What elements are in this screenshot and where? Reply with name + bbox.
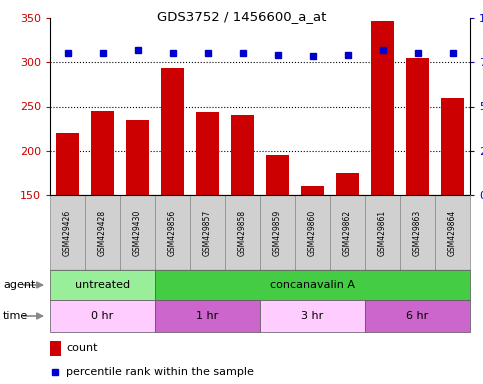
Bar: [441, 98, 464, 195]
Bar: [365, 300, 470, 332]
Bar: [190, 195, 225, 270]
Text: GSM429428: GSM429428: [98, 209, 107, 256]
Text: agent: agent: [3, 280, 35, 290]
Bar: [266, 155, 289, 195]
Bar: [91, 111, 114, 195]
Bar: [155, 195, 190, 270]
Text: GDS3752 / 1456600_a_at: GDS3752 / 1456600_a_at: [157, 10, 326, 23]
Bar: [50, 300, 155, 332]
Bar: [50, 341, 61, 356]
Text: GSM429859: GSM429859: [273, 209, 282, 256]
Text: 0 hr: 0 hr: [91, 311, 114, 321]
Text: untreated: untreated: [75, 280, 130, 290]
Bar: [330, 195, 365, 270]
Bar: [400, 195, 435, 270]
Text: concanavalin A: concanavalin A: [270, 280, 355, 290]
Text: count: count: [66, 343, 98, 354]
Text: GSM429856: GSM429856: [168, 209, 177, 256]
Text: GSM429861: GSM429861: [378, 209, 387, 256]
Bar: [50, 270, 155, 300]
Bar: [56, 133, 79, 195]
Bar: [365, 195, 400, 270]
Text: 6 hr: 6 hr: [406, 311, 428, 321]
Text: GSM429864: GSM429864: [448, 209, 457, 256]
Bar: [155, 300, 260, 332]
Bar: [435, 195, 470, 270]
Bar: [301, 186, 324, 195]
Bar: [295, 195, 330, 270]
Bar: [126, 120, 149, 195]
Text: percentile rank within the sample: percentile rank within the sample: [66, 367, 254, 377]
Text: GSM429857: GSM429857: [203, 209, 212, 256]
Text: GSM429862: GSM429862: [343, 209, 352, 256]
Text: GSM429430: GSM429430: [133, 209, 142, 256]
Text: GSM429858: GSM429858: [238, 209, 247, 256]
Bar: [50, 195, 85, 270]
Text: GSM429860: GSM429860: [308, 209, 317, 256]
Bar: [120, 195, 155, 270]
Bar: [336, 173, 359, 195]
Bar: [231, 115, 254, 195]
Text: 3 hr: 3 hr: [301, 311, 324, 321]
Text: 1 hr: 1 hr: [197, 311, 219, 321]
Bar: [196, 112, 219, 195]
Bar: [260, 300, 365, 332]
Text: GSM429863: GSM429863: [413, 209, 422, 256]
Text: time: time: [3, 311, 28, 321]
Bar: [225, 195, 260, 270]
Bar: [260, 195, 295, 270]
Bar: [371, 21, 394, 195]
Bar: [161, 68, 184, 195]
Bar: [85, 195, 120, 270]
Text: GSM429426: GSM429426: [63, 209, 72, 256]
Bar: [155, 270, 470, 300]
Bar: [406, 58, 429, 195]
